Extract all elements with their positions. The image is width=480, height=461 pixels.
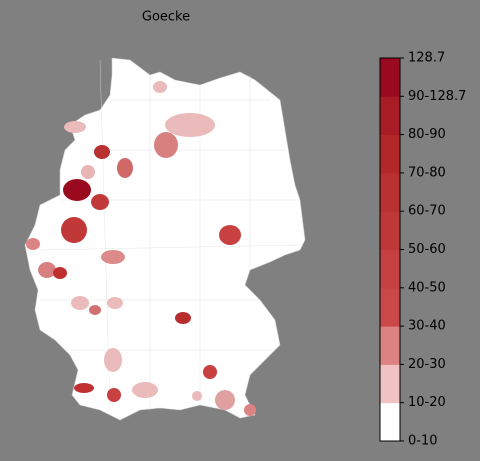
district — [219, 225, 241, 245]
district — [38, 262, 56, 278]
district — [26, 238, 40, 250]
colorbar-label: 80-90 — [408, 127, 446, 142]
district — [203, 365, 217, 379]
district — [215, 390, 235, 410]
district — [94, 145, 110, 159]
district — [175, 312, 191, 324]
district-lines — [39, 59, 301, 411]
district — [63, 179, 91, 201]
district — [117, 158, 133, 178]
colorbar-segment — [380, 96, 400, 136]
colorbar-label: 40-50 — [408, 280, 446, 295]
colorbar-segment — [380, 402, 400, 442]
district — [71, 296, 89, 310]
district — [192, 391, 202, 401]
colorbar-label: 70-80 — [408, 165, 446, 180]
colorbar-label: 60-70 — [408, 204, 446, 219]
district — [53, 267, 67, 279]
colorbar-label: 10-20 — [408, 395, 446, 410]
colorbar-segment — [380, 326, 400, 365]
colorbar-segment — [380, 364, 400, 404]
district — [91, 194, 109, 210]
district — [101, 250, 125, 264]
district — [61, 217, 87, 243]
colorbar-segment — [380, 172, 400, 212]
district-fills — [26, 81, 256, 416]
colorbar-segment — [380, 58, 400, 97]
colorbar: 0-10 10-20 20-30 30-40 40-50 50-60 60-70 70-80 8… — [379, 51, 466, 449]
colorbar-label: 90-128.7 — [408, 89, 466, 104]
district — [107, 297, 123, 309]
colorbar-segment — [380, 249, 400, 289]
district — [89, 305, 101, 315]
germany-map — [24, 57, 306, 421]
district — [64, 121, 86, 133]
map-title: Goecke — [142, 10, 190, 25]
colorbar-label: 30-40 — [408, 319, 446, 334]
colorbar-segment — [380, 211, 400, 250]
colorbar-label: 50-60 — [408, 242, 446, 257]
colorbar-label: 128.7 — [408, 51, 445, 66]
germany-outline — [24, 57, 306, 421]
colorbar-segment — [380, 287, 400, 327]
colorbar-label: 20-30 — [408, 357, 446, 372]
district — [132, 382, 158, 398]
district — [154, 132, 178, 158]
district — [74, 383, 94, 393]
district — [244, 404, 256, 416]
district — [107, 388, 121, 402]
district — [81, 165, 95, 179]
colorbar-segment — [380, 134, 400, 174]
district — [153, 81, 167, 93]
district — [104, 348, 122, 372]
district — [165, 113, 215, 137]
colorbar-label: 0-10 — [408, 434, 438, 449]
